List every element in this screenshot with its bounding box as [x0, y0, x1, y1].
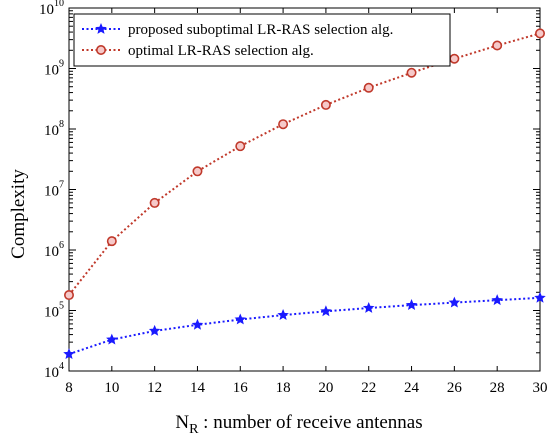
series-1-point [491, 294, 503, 306]
series-2-point [320, 99, 331, 110]
series-1-point [234, 313, 247, 325]
series-2-point [492, 40, 503, 51]
x-tick-label: 10 [104, 380, 119, 396]
series-2-point [278, 119, 289, 130]
axis-titles: Complexity NR : number of receive antenn… [8, 169, 423, 437]
series-2-point [406, 67, 417, 78]
y-tick-label: 106 [44, 240, 64, 260]
series-2-point [192, 166, 203, 177]
series-1-point [362, 301, 375, 313]
series-1-point [63, 348, 75, 360]
series-2 [64, 28, 545, 301]
x-axis-title: NR : number of receive antennas [175, 412, 422, 437]
x-axis-ticks: 8 10 12 14 16 18 20 22 24 26 28 30 [65, 8, 548, 396]
x-tick-label: 8 [65, 380, 73, 396]
series-1-line [68, 296, 541, 356]
series-1-point [148, 324, 161, 336]
y-tick-label: 1010 [39, 0, 64, 18]
x-tick-label: 18 [276, 380, 291, 396]
legend-box [73, 13, 451, 67]
x-tick-label: 12 [147, 380, 162, 396]
x-tick-label: 16 [233, 380, 249, 396]
x-tick-label: 20 [318, 380, 333, 396]
series-layer [63, 28, 546, 360]
x-tick-label: 22 [361, 380, 376, 396]
x-tick-label: 30 [533, 380, 548, 396]
x-axis-title-main: N [175, 412, 189, 433]
x-tick-label: 28 [490, 380, 505, 396]
legend-marker [95, 22, 107, 34]
y-tick-label: 107 [44, 180, 64, 200]
x-axis-title-rest: : number of receive antennas [198, 412, 422, 433]
series-1-point [191, 318, 204, 330]
series-2-point [534, 28, 545, 39]
x-tick-label: 24 [404, 380, 420, 396]
legend-label: proposed suboptimal LR-RAS selection alg… [128, 22, 393, 38]
legend-label: optimal LR-RAS selection alg. [128, 43, 314, 59]
legend: proposed suboptimal LR-RAS selection alg… [73, 13, 451, 67]
series-2-point [363, 82, 374, 93]
series-1-point [277, 309, 289, 320]
y-axis-ticks: 104 105 106 107 108 109 1010 [39, 0, 540, 381]
x-axis-title-subscript: R [189, 422, 199, 437]
series-1-point [106, 333, 118, 345]
series-1 [63, 291, 546, 360]
series-2-point [106, 236, 117, 247]
series-1-point [448, 296, 461, 308]
x-tick-label: 14 [190, 380, 206, 396]
y-tick-label: 109 [44, 59, 64, 79]
series-1-point [405, 299, 418, 310]
series-2-point [149, 197, 160, 208]
series-2-point [64, 290, 75, 301]
y-tick-label: 105 [44, 301, 64, 321]
y-tick-label: 108 [44, 119, 64, 139]
series-1-point [534, 291, 546, 303]
y-tick-label: 104 [44, 361, 64, 381]
x-tick-label: 26 [447, 380, 463, 396]
y-axis-title: Complexity [8, 169, 29, 259]
legend-marker [96, 44, 107, 55]
series-1-point [320, 305, 332, 317]
series-2-point [449, 53, 460, 64]
series-2-point [235, 141, 246, 152]
series-2-line [68, 32, 541, 296]
